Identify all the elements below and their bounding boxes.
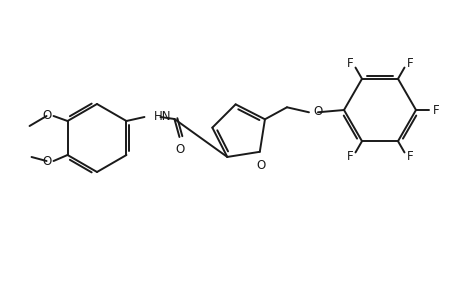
Text: HN: HN [153,110,171,122]
Text: F: F [346,150,353,163]
Text: O: O [175,143,185,156]
Text: O: O [42,154,51,167]
Text: F: F [406,150,412,163]
Text: O: O [42,109,51,122]
Text: O: O [312,105,321,118]
Text: F: F [406,57,412,70]
Text: O: O [256,159,265,172]
Text: F: F [346,57,353,70]
Text: F: F [432,103,438,116]
